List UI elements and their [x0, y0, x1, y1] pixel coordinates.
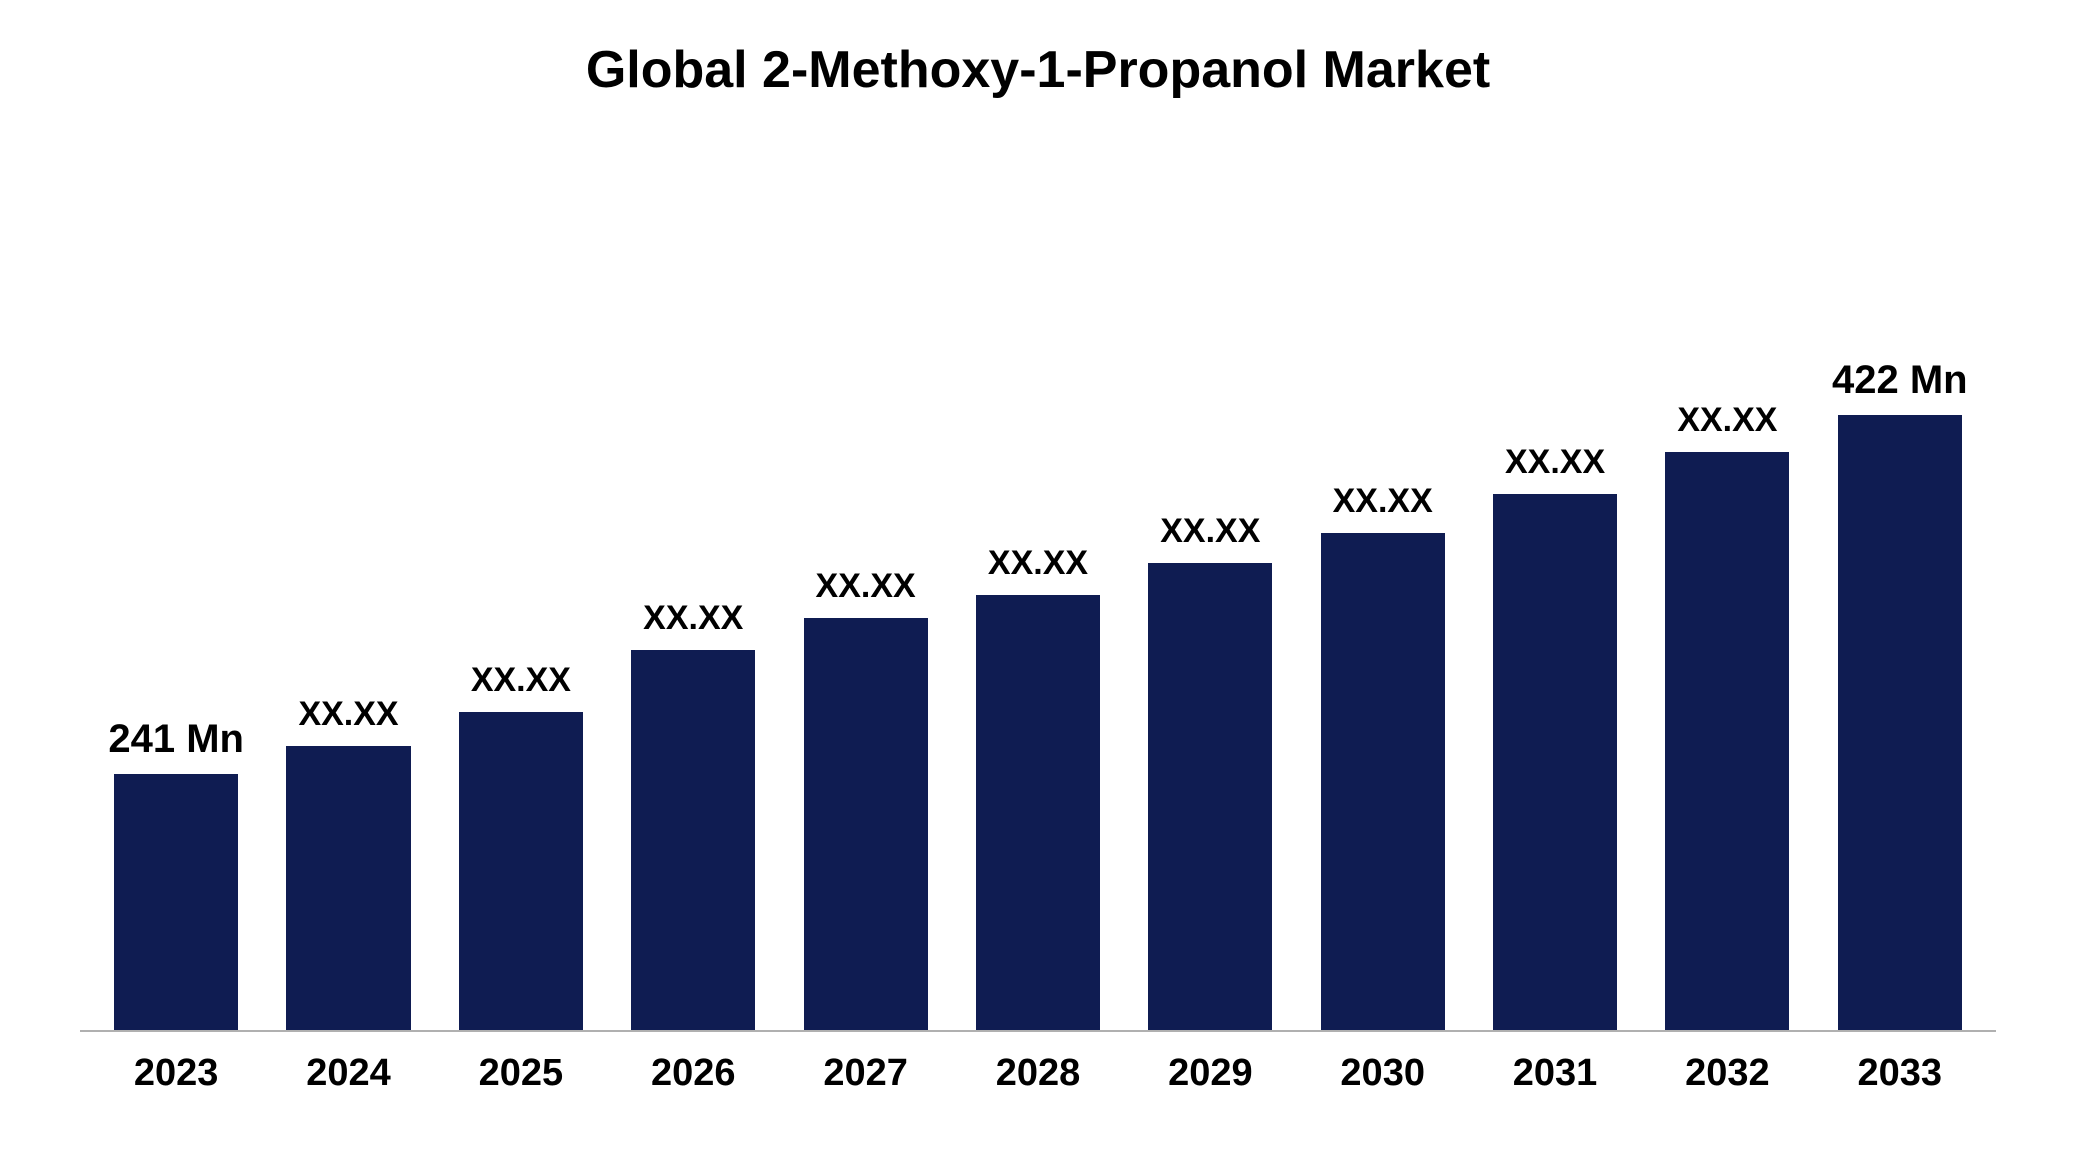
- x-axis-label: 2031: [1469, 1052, 1641, 1095]
- bar-value-label: XX.XX: [471, 661, 571, 700]
- bar-value-label: XX.XX: [643, 599, 743, 638]
- bar-column: XX.XX: [1641, 160, 1813, 1030]
- bar-value-label: XX.XX: [1333, 482, 1433, 521]
- bar-column: XX.XX: [779, 160, 951, 1030]
- bar: [976, 595, 1100, 1030]
- bars-row: 241 Mn XX.XX XX.XX XX.XX XX.XX XX.XX XX.XX XX.X…: [80, 160, 1996, 1032]
- x-axis-label: 2032: [1641, 1052, 1813, 1095]
- chart-area: 241 Mn XX.XX XX.XX XX.XX XX.XX XX.XX XX.XX XX.X…: [80, 160, 1996, 1095]
- x-axis-row: 2023202420252026202720282029203020312032…: [80, 1032, 1996, 1095]
- bar-value-label: XX.XX: [988, 544, 1088, 583]
- bar-value-label: XX.XX: [298, 695, 398, 734]
- x-axis-label: 2027: [779, 1052, 951, 1095]
- bar: [1148, 563, 1272, 1030]
- bar-column: XX.XX: [1124, 160, 1296, 1030]
- bar: [804, 618, 928, 1030]
- bar: [1665, 452, 1789, 1030]
- bar-column: 422 Mn: [1814, 160, 1986, 1030]
- bar-value-label: XX.XX: [1677, 401, 1777, 440]
- bar-column: XX.XX: [1297, 160, 1469, 1030]
- bar-column: 241 Mn: [90, 160, 262, 1030]
- bar-value-label: 241 Mn: [108, 717, 244, 762]
- bar: [1838, 415, 1962, 1030]
- x-axis-label: 2023: [90, 1052, 262, 1095]
- chart-title: Global 2-Methoxy-1-Propanol Market: [586, 40, 1490, 100]
- bar-column: XX.XX: [607, 160, 779, 1030]
- x-axis-label: 2028: [952, 1052, 1124, 1095]
- bar: [286, 746, 410, 1030]
- bar: [631, 650, 755, 1030]
- x-axis-label: 2033: [1814, 1052, 1986, 1095]
- bar: [1321, 533, 1445, 1030]
- bar-value-label: XX.XX: [816, 567, 916, 606]
- bar-value-label: 422 Mn: [1832, 358, 1968, 403]
- bar-value-label: XX.XX: [1160, 512, 1260, 551]
- x-axis-label: 2025: [435, 1052, 607, 1095]
- x-axis-label: 2030: [1297, 1052, 1469, 1095]
- bar: [114, 774, 238, 1030]
- x-axis-label: 2029: [1124, 1052, 1296, 1095]
- bar-column: XX.XX: [952, 160, 1124, 1030]
- bar: [459, 712, 583, 1030]
- bar-column: XX.XX: [262, 160, 434, 1030]
- bar-column: XX.XX: [435, 160, 607, 1030]
- bar-column: XX.XX: [1469, 160, 1641, 1030]
- x-axis-label: 2026: [607, 1052, 779, 1095]
- bar: [1493, 494, 1617, 1030]
- bar-value-label: XX.XX: [1505, 443, 1605, 482]
- x-axis-label: 2024: [262, 1052, 434, 1095]
